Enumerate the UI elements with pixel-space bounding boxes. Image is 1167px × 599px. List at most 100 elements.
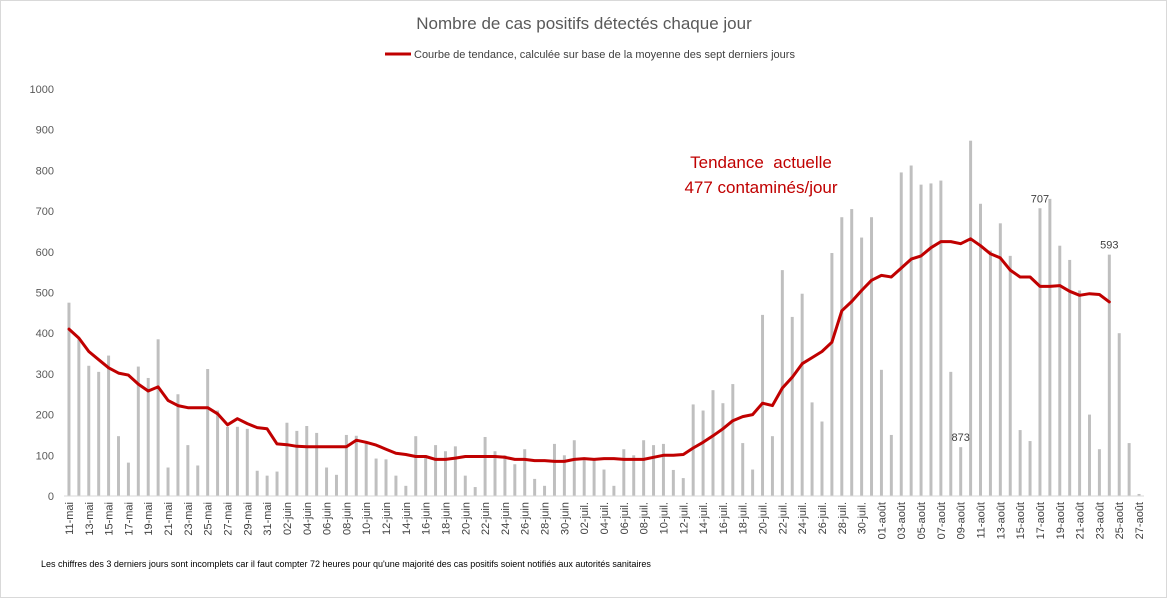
- x-tick-label: 30-juin: [559, 502, 571, 535]
- bar: [1078, 290, 1082, 496]
- x-tick-label: 16-juin: [421, 502, 433, 535]
- x-tick-label: 01-août: [876, 502, 888, 539]
- x-tick-label: 16-juil.: [718, 502, 730, 534]
- bar: [325, 467, 329, 496]
- bar: [770, 436, 774, 496]
- bar: [701, 410, 705, 496]
- bar: [414, 436, 418, 496]
- bar: [315, 432, 319, 496]
- bar: [731, 384, 735, 496]
- x-tick-label: 10-juin: [361, 502, 373, 535]
- x-tick-label: 03-août: [896, 502, 908, 539]
- x-tick-label: 11-mai: [64, 502, 76, 535]
- bar: [988, 250, 992, 496]
- footnote: Les chiffres des 3 derniers jours sont i…: [41, 559, 651, 569]
- bar: [830, 253, 834, 496]
- bar: [582, 460, 586, 496]
- y-tick-label: 900: [36, 125, 54, 137]
- bar: [1058, 245, 1062, 496]
- bar: [424, 455, 428, 496]
- bar: [67, 302, 71, 496]
- bar: [1048, 198, 1052, 496]
- x-tick-label: 09-août: [956, 502, 968, 539]
- bar: [790, 316, 794, 496]
- bar: [543, 485, 547, 496]
- bar: [1117, 333, 1121, 496]
- bar: [572, 440, 576, 496]
- bar: [443, 451, 447, 496]
- bar: [126, 462, 130, 496]
- bar: [919, 184, 923, 496]
- trend-series: [67, 237, 1111, 463]
- y-tick-label: 800: [36, 165, 54, 177]
- y-tick-label: 0: [48, 491, 54, 503]
- x-tick-label: 04-juin: [302, 502, 314, 535]
- bar: [751, 469, 755, 496]
- bar: [275, 471, 279, 496]
- x-tick-label: 17-mai: [123, 502, 135, 536]
- bar: [265, 475, 269, 496]
- x-tick-label: 11-août: [976, 502, 988, 539]
- bar: [870, 217, 874, 496]
- bar: [255, 470, 259, 496]
- bar: [136, 366, 140, 496]
- data-label: 593: [1100, 240, 1118, 252]
- x-tick-label: 06-juin: [322, 502, 334, 535]
- bar: [305, 425, 309, 496]
- x-tick-label: 20-juin: [460, 502, 472, 535]
- bar: [780, 270, 784, 496]
- data-labels: 873 707 593: [952, 193, 1119, 444]
- bar: [216, 410, 220, 496]
- x-tick-label: 28-juin: [540, 502, 552, 535]
- bar: [1008, 255, 1012, 496]
- bar: [503, 455, 507, 496]
- bar: [741, 443, 745, 496]
- bar: [404, 485, 408, 496]
- bar: [860, 237, 864, 496]
- bar: [176, 394, 180, 496]
- x-tick-label: 04-juil.: [599, 502, 611, 534]
- bar: [820, 421, 824, 496]
- bar: [889, 434, 893, 496]
- bar: [1068, 259, 1072, 496]
- bar: [909, 165, 913, 497]
- bar: [196, 465, 200, 496]
- trend-line: [67, 237, 1111, 463]
- x-tick-label: 25-mai: [203, 502, 215, 536]
- y-tick-label: 700: [36, 206, 54, 218]
- x-tick-label: 02-juin: [282, 502, 294, 535]
- bar: [562, 455, 566, 496]
- bar: [523, 449, 527, 496]
- bar: [186, 445, 190, 496]
- bar: [117, 436, 120, 496]
- x-tick-label: 22-juil.: [777, 502, 789, 534]
- x-tick-label: 23-août: [1094, 502, 1106, 539]
- bar: [552, 443, 556, 496]
- bar: [1097, 449, 1101, 496]
- x-tick-label: 21-août: [1075, 502, 1087, 539]
- bar: [661, 443, 665, 496]
- x-tick-label: 21-mai: [163, 502, 175, 536]
- y-tick-label: 300: [36, 369, 54, 381]
- bar: [354, 435, 358, 496]
- y-tick-label: 200: [36, 410, 54, 422]
- bar: [652, 445, 656, 496]
- x-tick-label: 27-mai: [222, 502, 234, 536]
- bar: [612, 485, 616, 496]
- x-tick-label: 26-juil.: [817, 502, 829, 534]
- annotation-line-2: 477 contaminés/jour: [684, 178, 837, 197]
- x-tick-label: 08-juil.: [639, 502, 651, 534]
- bar: [959, 447, 963, 496]
- bar: [1137, 493, 1141, 496]
- bar: [899, 172, 903, 496]
- bar: [592, 459, 596, 496]
- bar: [840, 217, 844, 496]
- bar: [998, 223, 1002, 496]
- bar: [374, 458, 378, 496]
- bar: [939, 180, 943, 496]
- x-tick-label: 25-août: [1114, 502, 1126, 539]
- bar: [681, 478, 685, 496]
- bar: [97, 371, 101, 496]
